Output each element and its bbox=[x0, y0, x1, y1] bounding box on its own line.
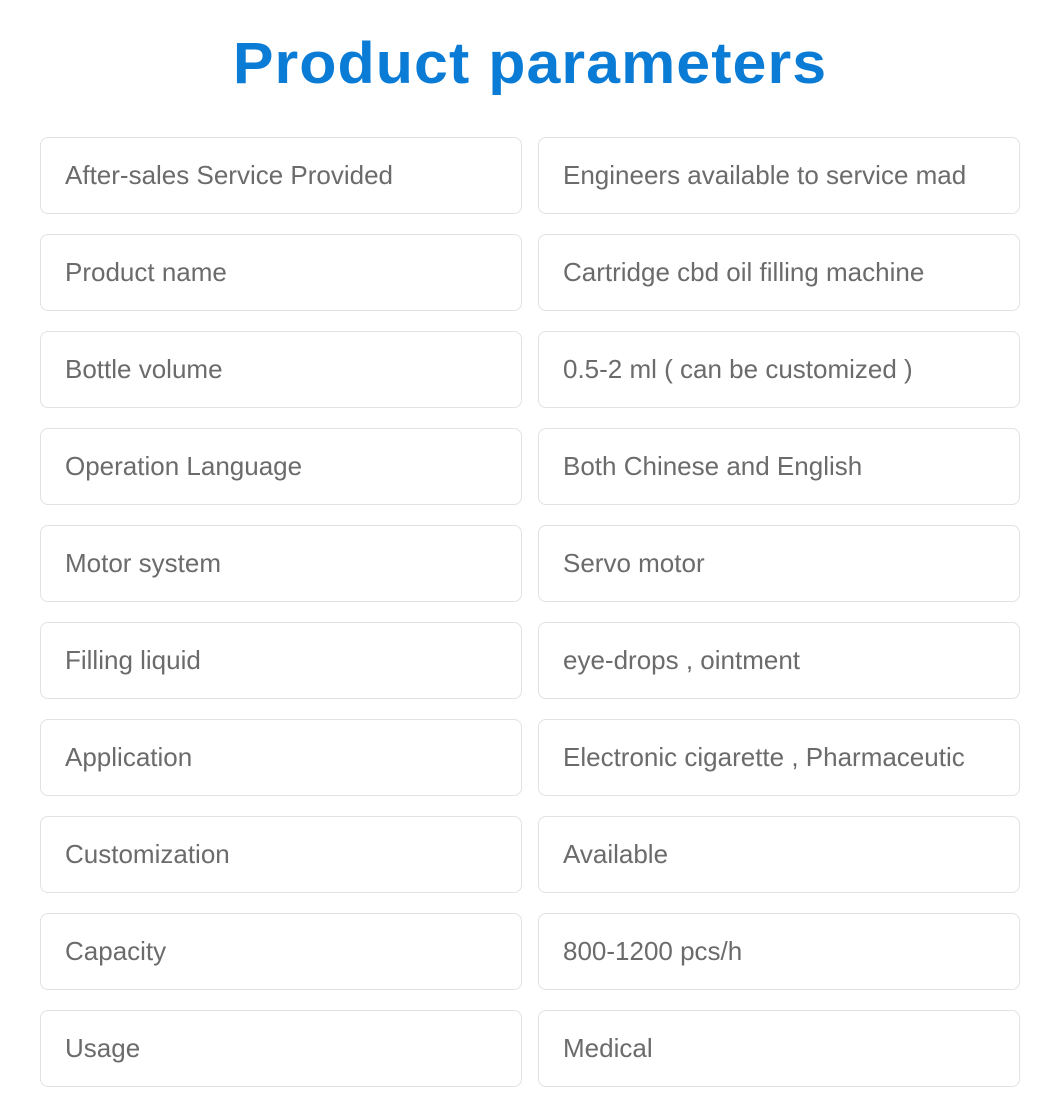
param-value: Medical bbox=[538, 1010, 1020, 1087]
parameters-table: After-sales Service Provided Engineers a… bbox=[40, 137, 1020, 1087]
param-value: eye-drops , ointment bbox=[538, 622, 1020, 699]
table-row: Filling liquid eye-drops , ointment bbox=[40, 622, 1020, 699]
table-row: Motor system Servo motor bbox=[40, 525, 1020, 602]
table-row: After-sales Service Provided Engineers a… bbox=[40, 137, 1020, 214]
table-row: Customization Available bbox=[40, 816, 1020, 893]
param-label: Application bbox=[40, 719, 522, 796]
param-value: Available bbox=[538, 816, 1020, 893]
param-label: Usage bbox=[40, 1010, 522, 1087]
param-label: Motor system bbox=[40, 525, 522, 602]
param-label: After-sales Service Provided bbox=[40, 137, 522, 214]
table-row: Bottle volume 0.5-2 ml ( can be customiz… bbox=[40, 331, 1020, 408]
param-value: Both Chinese and English bbox=[538, 428, 1020, 505]
param-value: 0.5-2 ml ( can be customized ) bbox=[538, 331, 1020, 408]
table-row: Operation Language Both Chinese and Engl… bbox=[40, 428, 1020, 505]
param-value: Electronic cigarette , Pharmaceutic bbox=[538, 719, 1020, 796]
param-label: Bottle volume bbox=[40, 331, 522, 408]
param-value: Servo motor bbox=[538, 525, 1020, 602]
param-label: Filling liquid bbox=[40, 622, 522, 699]
param-label: Capacity bbox=[40, 913, 522, 990]
table-row: Usage Medical bbox=[40, 1010, 1020, 1087]
table-row: Product name Cartridge cbd oil filling m… bbox=[40, 234, 1020, 311]
param-label: Customization bbox=[40, 816, 522, 893]
param-label: Operation Language bbox=[40, 428, 522, 505]
param-label: Product name bbox=[40, 234, 522, 311]
param-value: 800-1200 pcs/h bbox=[538, 913, 1020, 990]
param-value: Engineers available to service mad bbox=[538, 137, 1020, 214]
table-row: Application Electronic cigarette , Pharm… bbox=[40, 719, 1020, 796]
param-value: Cartridge cbd oil filling machine bbox=[538, 234, 1020, 311]
page-title: Product parameters bbox=[16, 30, 1045, 97]
table-row: Capacity 800-1200 pcs/h bbox=[40, 913, 1020, 990]
